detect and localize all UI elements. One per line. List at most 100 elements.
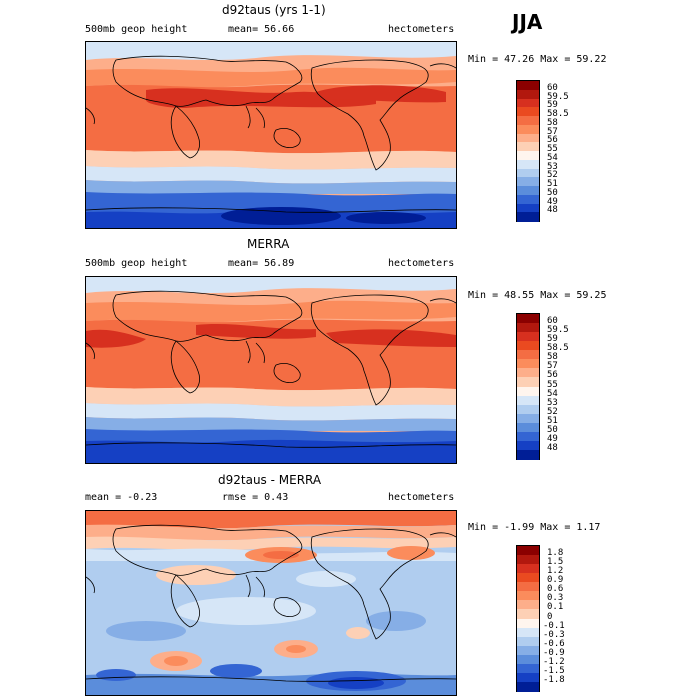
colorbar-swatch [517, 314, 539, 324]
colorbar-swatch [517, 636, 539, 647]
colorbar-tick-label: 53 [547, 161, 558, 172]
colorbar-swatch [517, 377, 539, 387]
colorbar-swatch [517, 591, 539, 601]
colorbar-tick-label: -0.1 [543, 620, 565, 631]
colorbar-swatch [517, 98, 539, 108]
colorbar-tick-label: 54 [547, 388, 558, 399]
colorbar-swatch [517, 203, 539, 213]
colorbar-tick-label: 1.8 [547, 548, 564, 559]
colorbar-swatch [517, 600, 539, 610]
panel-title-diff: d92taus - MERRA [218, 473, 322, 487]
colorbar-tick-label: 57 [547, 126, 558, 137]
colorbar-tick-label: 58 [547, 117, 558, 128]
colorbar-tick-label: 0.3 [547, 593, 564, 604]
colorbar-swatch [517, 654, 539, 665]
colorbar-tick-label: 50 [547, 424, 558, 435]
field-model [86, 42, 456, 228]
colorbar-swatch [517, 359, 539, 369]
colorbar-swatch [517, 449, 539, 460]
colorbar-swatch [517, 555, 539, 565]
colorbar-swatch [517, 116, 539, 126]
colorbar-tick-label: 58.5 [547, 343, 569, 354]
panel-title-model: d92taus (yrs 1-1) [222, 3, 326, 17]
colorbar-tick-label: 51 [547, 415, 558, 426]
colorbar-tick-label: -0.3 [543, 629, 565, 640]
colorbar-tick-label: 59.5 [547, 325, 569, 336]
variable-label-obs: 500mb geop height [85, 258, 188, 269]
colorbar-swatch [517, 186, 539, 196]
colorbar-tick-label: 59 [547, 100, 558, 111]
colorbar-tick-label: 49 [547, 196, 558, 207]
colorbar-swatch [517, 681, 539, 692]
colorbar-swatch [517, 323, 539, 333]
colorbar-tick-label: 52 [547, 170, 558, 181]
colorbar-swatch [517, 177, 539, 187]
colorbar-swatch [517, 368, 539, 378]
colorbar-tick-label: 59 [547, 334, 558, 345]
colorbar-swatch [517, 627, 539, 638]
colorbar-tick-label: 56 [547, 135, 558, 146]
colorbar-swatch [517, 107, 539, 117]
panel-title-obs: MERRA [247, 237, 290, 251]
minmax-label-model: Min = 47.26 Max = 59.22 [468, 54, 607, 65]
colorbar-swatch [517, 645, 539, 656]
colorbar-labels-obs: 60 59.5 59 58.5 58 57 56 55 54 53 52 51 50 49 48 [547, 313, 587, 458]
colorbar-swatch [517, 341, 539, 351]
season-label: JJA [512, 10, 543, 34]
colorbar-swatch [517, 546, 539, 556]
coastlines-diff [86, 524, 456, 682]
colorbar-tick-label: 1.5 [547, 557, 564, 568]
colorbar-swatch [517, 124, 539, 134]
colorbar-tick-label: 54 [547, 152, 558, 163]
colorbar-tick-label: 53 [547, 397, 558, 408]
colorbar-model [516, 80, 540, 222]
colorbar-tick-label: -1.8 [543, 674, 565, 685]
units-label-model: hectometers [388, 24, 455, 35]
colorbar-tick-label: 58.5 [547, 109, 569, 119]
colorbar-swatch [517, 440, 539, 451]
map-model [85, 41, 457, 229]
colorbar-tick-label: 1.2 [547, 566, 564, 577]
colorbar-tick-label: 59.5 [547, 91, 569, 102]
colorbar-swatch [517, 573, 539, 583]
colorbar-swatch [517, 194, 539, 204]
colorbar-swatch [517, 422, 539, 433]
field-diff [86, 511, 456, 695]
colorbar-tick-label: 0.9 [547, 575, 564, 586]
colorbar-swatch [517, 672, 539, 683]
map-diff [85, 510, 457, 696]
coastlines-model [86, 55, 456, 213]
colorbar-swatch [517, 395, 539, 406]
colorbar-swatch [517, 431, 539, 442]
colorbar-tick-label: 60 [547, 316, 558, 327]
colorbar-tick-label: 48 [547, 442, 558, 453]
mean-label-diff: mean = -0.23 [85, 492, 158, 503]
colorbar-tick-label: -1.5 [543, 665, 565, 676]
colorbar-tick-label: -0.9 [543, 647, 565, 658]
colorbar-swatch [517, 609, 539, 619]
colorbar-tick-label: 57 [547, 361, 558, 372]
colorbar-labels-diff: 1.8 1.5 1.2 0.9 0.6 0.3 0.1 0 -0.1 -0.3 -0.6 -0.9 -1… [543, 545, 587, 690]
field-obs [86, 277, 456, 463]
colorbar-swatch [517, 89, 539, 99]
colorbar-tick-label: -1.2 [543, 656, 565, 667]
colorbar-tick-label: -0.6 [543, 638, 565, 649]
colorbar-swatch [517, 332, 539, 342]
colorbar-swatch [517, 413, 539, 424]
colorbar-labels-model: 60 59.5 59 58.5 58 57 56 55 54 53 52 51 50 49 48 [547, 80, 587, 220]
minmax-label-obs: Min = 48.55 Max = 59.25 [468, 290, 607, 301]
colorbar-tick-label: 51 [547, 179, 558, 189]
colorbar-swatch [517, 133, 539, 143]
colorbar-diff [516, 545, 540, 692]
colorbar-swatch [517, 404, 539, 415]
colorbar-swatch [517, 81, 539, 91]
colorbar-tick-label: 56 [547, 370, 558, 381]
rmse-label-diff: rmse = 0.43 [222, 492, 289, 503]
colorbar-tick-label: 0.1 [547, 602, 564, 613]
colorbar-tick-label: 48 [547, 205, 558, 216]
colorbar-tick-label: 55 [547, 144, 558, 154]
colorbar-swatch [517, 168, 539, 178]
mean-label-obs: mean= 56.89 [228, 258, 295, 269]
colorbar-obs [516, 313, 540, 460]
